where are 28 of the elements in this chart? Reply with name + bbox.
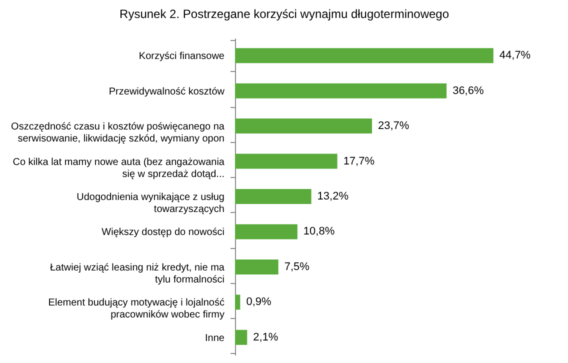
data-label: 0,9% [246,296,272,308]
bar [235,83,447,98]
y-tick-label: Przewidywalność kosztów [108,86,226,98]
y-tick-label: Korzyści finansowe [138,51,225,62]
y-tick-label: Inne [205,332,225,344]
bar [235,259,278,274]
data-label: 7,5% [284,260,310,273]
bar [235,118,372,134]
data-label: 36,6% [452,84,484,97]
bar [235,48,494,64]
data-label: 13,2% [317,190,349,202]
y-tick-label: Co kilka lat mamy nowe auta (bez angażowania się w sprzedaż dotąd... [12,156,225,180]
y-tick-label: Oszczędność czasu i kosztów poświęcanego na serwisowanie, likwidację szkód, wymiany opon [11,122,225,145]
bar [235,189,312,204]
data-label: 17,7% [343,155,375,168]
y-tick-label: Większy dostęp do nowości [102,227,224,238]
bar [235,330,248,345]
y-tick-label: Udogodnienia wynikające z usług towarzyszących [76,192,224,215]
bar [235,154,338,169]
bar [235,294,240,310]
data-label: 23,7% [378,120,410,132]
chart-title: Rysunek 2. Postrzegane korzyści wynajmu długoterminowego [120,7,450,21]
data-label: 44,7% [499,50,531,62]
bar [235,224,298,240]
y-tick-label: Element budujący motywację i lojalność pracowników wobec firmy [48,298,224,321]
y-tick-label: Łatwiej wziąć leasing niż kredyt, nie ma tylu formalności [50,262,225,286]
data-label: 2,1% [253,331,278,344]
data-label: 10,8% [303,226,335,238]
